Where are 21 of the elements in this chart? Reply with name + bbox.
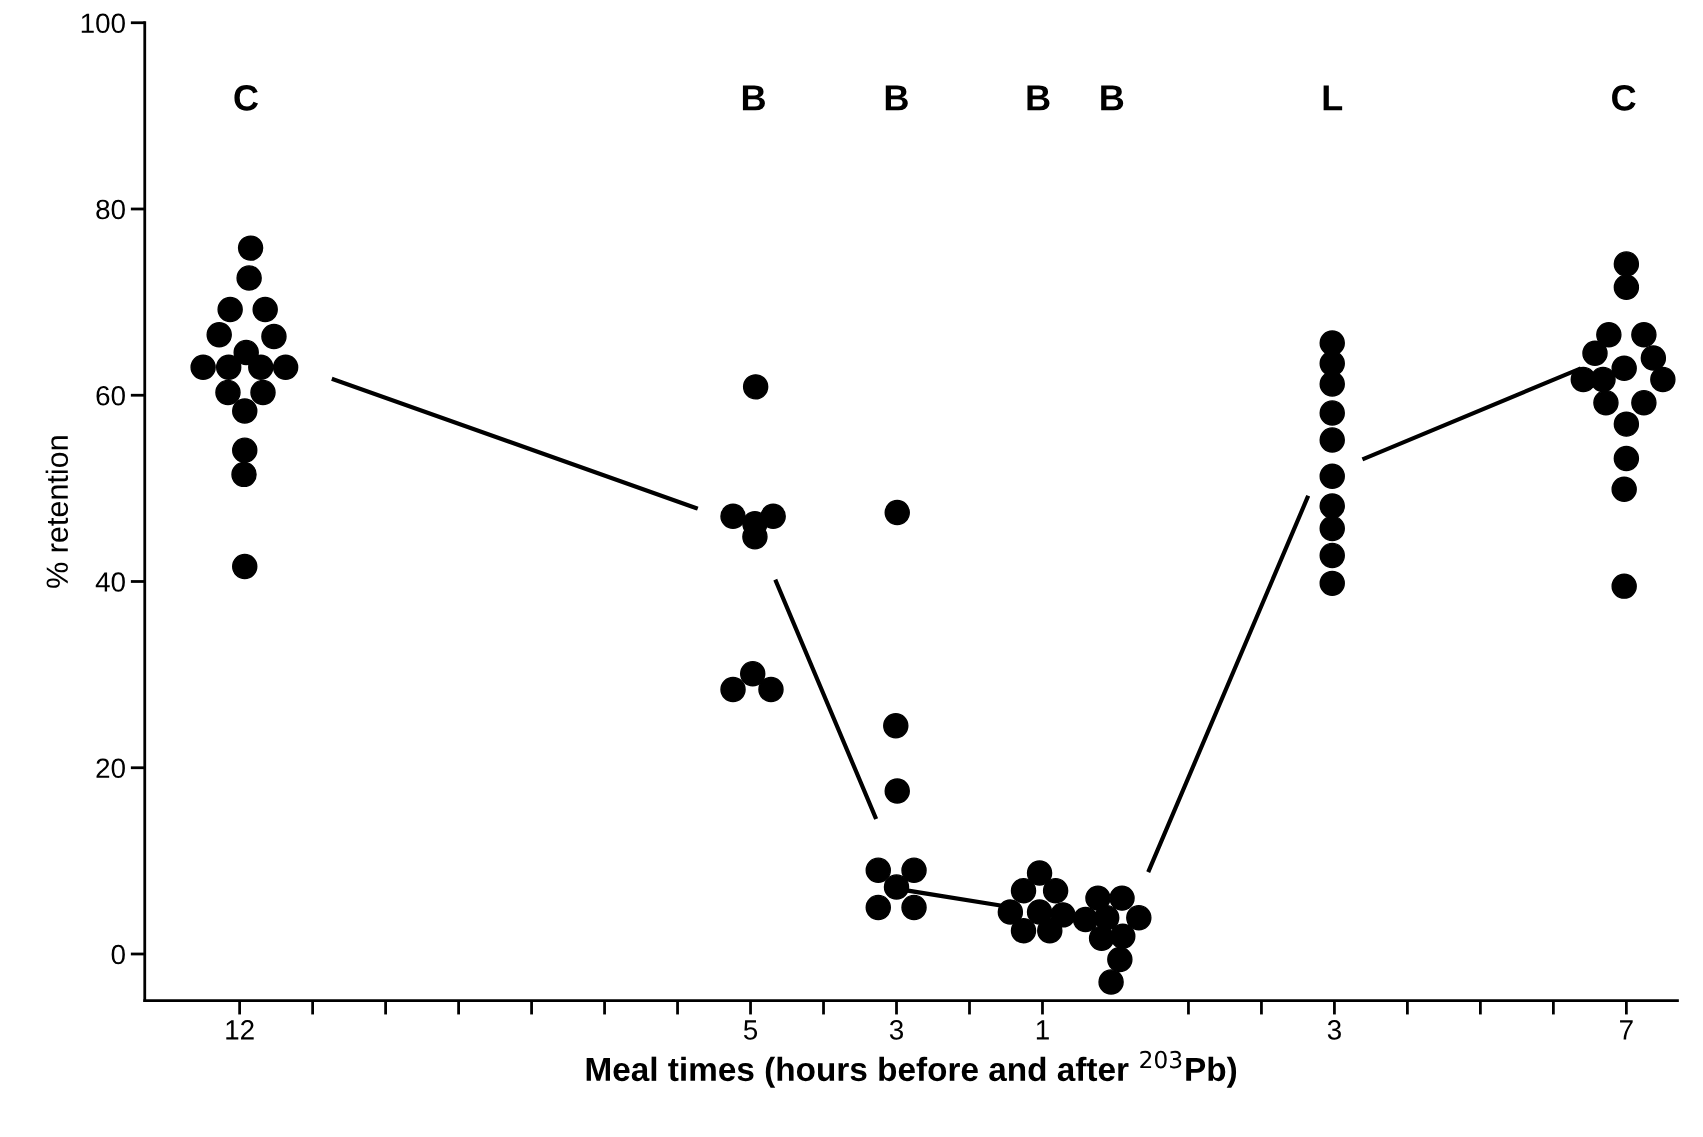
x-tick-label: 5 (743, 1020, 758, 1040)
x-tick-label: 7 (1620, 1020, 1633, 1040)
x-tick-label: 1 (1036, 1020, 1049, 1040)
x-tick-label: 3 (1327, 1020, 1341, 1040)
annotation: C (234, 85, 259, 111)
annotation: C (1612, 85, 1636, 111)
annotation: B (1101, 85, 1124, 111)
annotation: B (885, 85, 908, 111)
x-axis-title: Meal times (hours before and after $^{203}$Pb) (586, 1050, 1237, 1088)
y-tick-label: 0 (111, 944, 125, 965)
y-axis-title: % retention (45, 436, 69, 588)
annotation: B (1027, 85, 1050, 111)
x-tick-label: 3 (889, 1020, 904, 1040)
annotation: B (742, 85, 765, 111)
annotation: L (1323, 85, 1343, 111)
y-tick-label: 60 (96, 385, 125, 406)
y-tick-label: 40 (95, 572, 125, 592)
y-tick-label: 20 (96, 758, 125, 779)
y-tick-label: 100 (81, 13, 125, 34)
y-tick-label: 80 (96, 199, 125, 220)
x-tick-label: 12 (226, 1020, 254, 1040)
